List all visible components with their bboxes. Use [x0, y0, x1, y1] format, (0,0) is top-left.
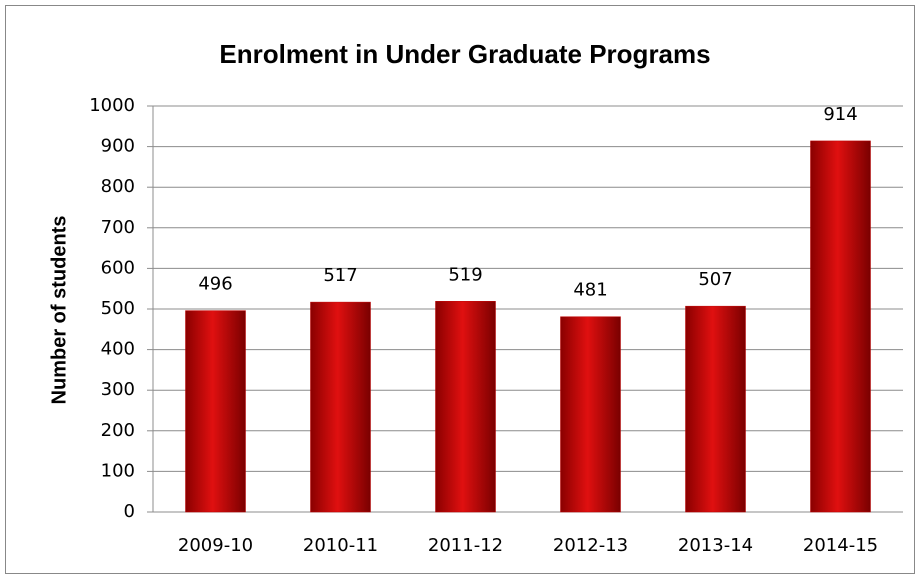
x-tick-label: 2014-15	[803, 535, 878, 556]
data-label: 519	[448, 264, 482, 285]
y-tick-label: 500	[101, 298, 135, 319]
x-tick-label: 2012-13	[553, 535, 628, 556]
data-label: 481	[573, 280, 607, 301]
bar	[560, 316, 621, 513]
bar	[310, 301, 371, 513]
y-tick-label: 400	[101, 339, 135, 360]
y-tick-label: 600	[101, 257, 135, 278]
x-tick-label: 2009-10	[178, 535, 253, 556]
y-tick-label: 100	[101, 460, 135, 481]
data-label: 517	[323, 265, 357, 286]
bar	[685, 305, 746, 513]
y-tick-label: 900	[101, 136, 135, 157]
y-tick-label: 300	[101, 379, 135, 400]
y-tick-label: 700	[101, 217, 135, 238]
y-tick-label: 1000	[89, 95, 135, 116]
y-tick-label: 0	[124, 501, 135, 522]
y-tick-label: 200	[101, 420, 135, 441]
data-label: 914	[823, 104, 857, 125]
bar	[185, 310, 246, 513]
y-tick-label: 800	[101, 176, 135, 197]
x-tick-label: 2011-12	[428, 535, 503, 556]
chart-title: Enrolment in Under Graduate Programs	[219, 39, 710, 69]
y-axis-label: Number of students	[48, 216, 70, 405]
x-tick-label: 2013-14	[678, 535, 753, 556]
bar	[810, 140, 871, 513]
data-label: 496	[198, 274, 232, 295]
x-tick-label: 2010-11	[303, 535, 378, 556]
bar	[435, 301, 496, 513]
data-label: 507	[698, 269, 732, 290]
